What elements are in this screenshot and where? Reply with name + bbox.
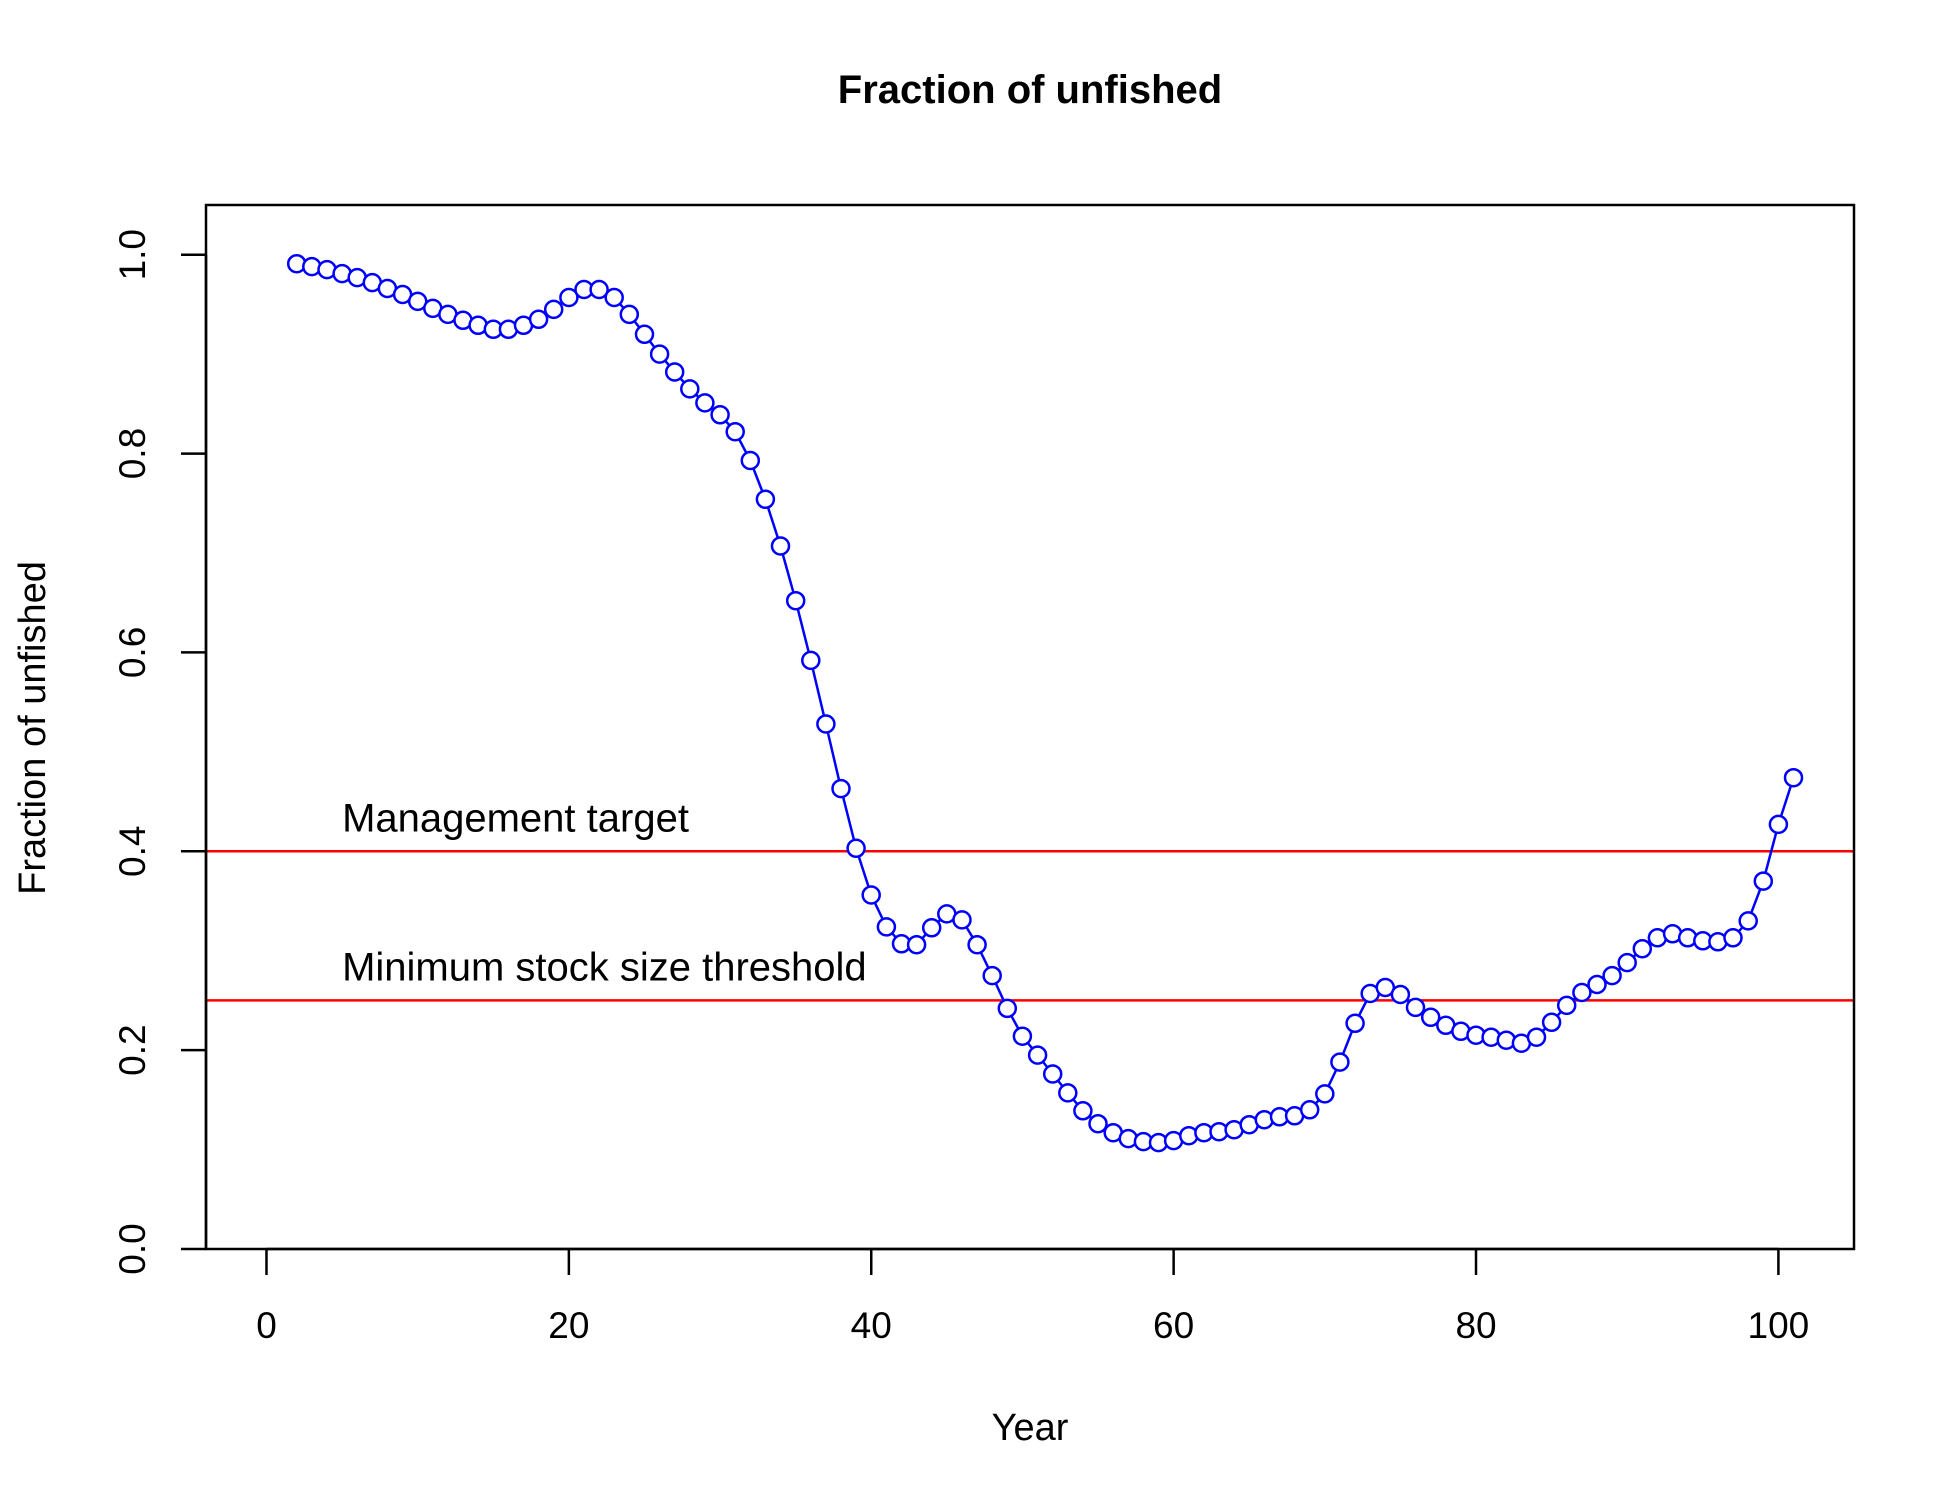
data-point (801, 650, 821, 671)
data-point (967, 934, 987, 955)
y-axis-label: Fraction of unfished (12, 561, 54, 895)
data-point (1572, 982, 1592, 1003)
data-point (664, 362, 685, 382)
data-point (831, 778, 851, 799)
data-point (680, 379, 700, 399)
x-tick-label: 60 (1153, 1305, 1194, 1346)
reference-line-label: Management target (342, 796, 689, 840)
data-point (1753, 871, 1774, 891)
data-point (543, 299, 564, 320)
series-layer (286, 253, 1804, 1153)
data-point (997, 998, 1018, 1019)
chart-title: Fraction of unfished (838, 68, 1222, 112)
data-point (1602, 965, 1622, 986)
data-point (619, 304, 640, 325)
data-point (740, 450, 761, 471)
y-tick-label: 0.4 (112, 826, 153, 877)
data-point (1541, 1012, 1562, 1033)
data-point (846, 838, 866, 859)
data-point (861, 885, 881, 905)
data-point (982, 965, 1002, 986)
data-point (1587, 974, 1607, 995)
data-point (755, 489, 776, 510)
data-point (634, 324, 655, 345)
data-point (1617, 952, 1637, 973)
axes-layer: 0 20 40 60 80 100 0.0 0.2 0.4 0.6 0.8 1.0 (112, 229, 1809, 1346)
data-point (770, 536, 791, 556)
data-point (604, 287, 624, 308)
data-point (1526, 1027, 1547, 1047)
data-point (589, 279, 609, 300)
data-point (1723, 928, 1743, 948)
data-point (1027, 1045, 1048, 1065)
data-point (528, 309, 549, 330)
data-point (649, 344, 670, 364)
y-tick-label: 0.2 (112, 1024, 153, 1075)
data-point (952, 910, 972, 930)
data-point (710, 405, 730, 425)
data-point (695, 393, 715, 413)
reference-line-label: Minimum stock size threshold (342, 945, 867, 989)
data-point (1738, 911, 1758, 931)
data-point (906, 934, 927, 955)
data-point (559, 287, 579, 308)
data-point (1556, 995, 1577, 1016)
data-point (1058, 1083, 1078, 1103)
x-tick-label: 20 (548, 1305, 589, 1346)
data-point (785, 590, 806, 611)
data-point (1299, 1100, 1320, 1120)
data-point (1405, 997, 1426, 1018)
data-point (1315, 1084, 1335, 1104)
x-tick-label: 0 (256, 1305, 277, 1346)
data-point (876, 917, 897, 937)
data-point (1012, 1026, 1033, 1046)
data-point (1783, 767, 1804, 788)
x-tick-label: 80 (1455, 1305, 1496, 1346)
data-point (725, 421, 745, 442)
x-tick-label: 100 (1748, 1305, 1810, 1346)
data-point (816, 714, 836, 734)
plot-frame (204, 203, 1856, 1251)
data-point (1088, 1113, 1108, 1134)
data-point (921, 918, 942, 938)
data-point (1073, 1101, 1093, 1121)
y-tick-label: 0.0 (112, 1223, 153, 1274)
data-point (1632, 938, 1653, 959)
y-tick-label: 0.8 (112, 428, 153, 479)
reference-lines: Management target Minimum stock size thre… (206, 796, 1854, 1002)
data-point (1042, 1064, 1063, 1084)
x-axis-label: Year (992, 1407, 1069, 1449)
x-tick-label: 40 (851, 1305, 892, 1346)
data-point (1345, 1013, 1365, 1034)
data-point (1768, 814, 1789, 835)
data-point (1390, 984, 1411, 1005)
data-point (1420, 1007, 1441, 1028)
data-point (1330, 1052, 1350, 1072)
y-tick-label: 1.0 (112, 229, 153, 280)
y-tick-label: 0.6 (112, 627, 153, 678)
